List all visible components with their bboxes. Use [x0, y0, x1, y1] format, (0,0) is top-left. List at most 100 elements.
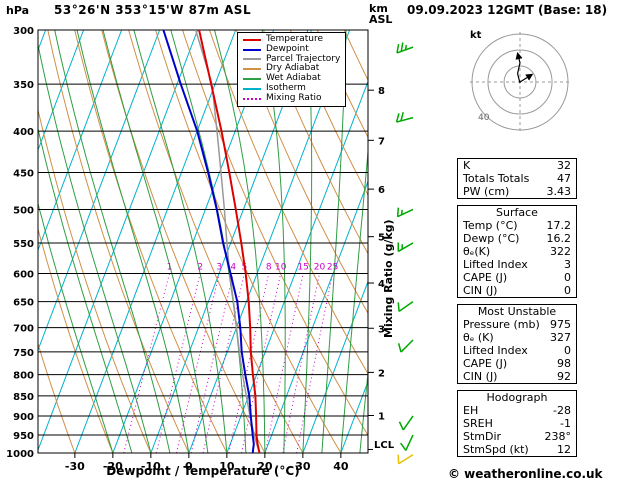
- station-title: 53°26'N 353°15'W 87m ASL: [54, 3, 252, 17]
- km-tick-label: 6: [378, 185, 385, 196]
- stat-row: K 32: [458, 159, 576, 172]
- hodograph-ring: [503, 65, 537, 99]
- mixing-ratio-value-label: 8: [266, 263, 272, 273]
- axes: 3003504004505005506006507007508008509009…: [6, 26, 385, 473]
- hodograph-ring: [471, 33, 569, 131]
- legend-swatch: [243, 38, 261, 41]
- legend-label: Mixing Ratio: [266, 92, 322, 103]
- mixing-ratio-axis-label: Mixing Ratio (g/kg): [382, 219, 395, 338]
- mixing-ratio-value-label: 15: [297, 263, 308, 273]
- mixing-ratio-line: [296, 273, 334, 453]
- mixing-ratio-value-label: 1: [167, 263, 173, 273]
- pressure-tick-label: 1000: [6, 449, 34, 460]
- wind-barb: [396, 42, 414, 54]
- pressure-unit-label: hPa: [6, 4, 30, 17]
- stat-label: Totals Totals: [463, 172, 530, 185]
- stat-value: 32: [557, 159, 571, 172]
- legend-swatch: [243, 78, 261, 81]
- mixing-ratio-value-label: 4: [230, 263, 236, 273]
- legend-label: Wet Adiabat: [266, 73, 321, 84]
- km-tick-label: 5: [378, 233, 385, 244]
- x-tick-label: 20: [257, 460, 273, 473]
- pressure-tick-label: 750: [13, 348, 34, 359]
- x-tick-label: 0: [185, 460, 193, 473]
- legend-item: Dry Adiabat: [243, 64, 340, 74]
- pressure-tick-label: 450: [13, 168, 34, 179]
- wind-barb: [396, 207, 414, 218]
- pressure-tick-label: 600: [13, 270, 34, 281]
- legend-swatch: [243, 58, 261, 61]
- stat-label: StmSpd (kt): [463, 443, 529, 456]
- wind-barb: [397, 339, 414, 353]
- legend-item: Dewpoint: [243, 44, 340, 55]
- hodograph-unit-label: kt: [470, 30, 482, 41]
- stat-value: 47: [557, 172, 571, 185]
- mixing-ratio-value-label: 2: [197, 263, 203, 273]
- stat-label: Lifted Index: [463, 344, 528, 357]
- wind-barb: [397, 301, 414, 313]
- info-table-section: Surface Temp (°C) 17.2 Dewp (°C) 16.2 θₑ(K) 32…: [457, 205, 577, 298]
- stat-label: SREH: [463, 417, 493, 430]
- legend-swatch: [243, 87, 261, 90]
- stat-label: Temp (°C): [463, 219, 518, 232]
- legend-item: Mixing Ratio: [243, 92, 340, 104]
- isotherm-line: [0, 30, 8, 453]
- legend-label: Dry Adiabat: [266, 63, 320, 74]
- stat-row: θₑ(K) 322: [458, 245, 576, 258]
- section-header: Surface: [496, 206, 538, 219]
- lcl-label: LCL: [374, 440, 395, 451]
- stat-row: CIN (J) 0: [458, 284, 576, 297]
- stat-row: EH -28: [458, 404, 576, 417]
- pressure-tick-label: 500: [13, 205, 34, 216]
- wind-barb: [395, 111, 414, 123]
- isotherm-line: [38, 30, 85, 152]
- sounding-curves: [162, 30, 261, 453]
- info-table-section: Hodograph EH -28 SREH -1 StmDir 238° StmSpd (kt…: [457, 390, 577, 457]
- stat-label: PW (cm): [463, 185, 510, 198]
- storm-motion-vector: [519, 73, 534, 83]
- stat-row: StmDir 238°: [458, 430, 576, 443]
- stat-label: CIN (J): [463, 370, 498, 383]
- hodograph-ring-label: 40: [478, 113, 490, 123]
- pressure-tick-label: 950: [13, 431, 34, 442]
- km-tick-label: 7: [378, 136, 385, 147]
- stat-value: 3: [564, 258, 571, 271]
- x-tick-label: 40: [333, 460, 349, 473]
- info-table-section: Most Unstable Pressure (mb) 975 θₑ (K) 327 Li…: [457, 304, 577, 384]
- stat-value: -28: [553, 404, 571, 417]
- hodograph-ring: [487, 49, 553, 115]
- stat-label: CIN (J): [463, 284, 498, 297]
- stat-row: PW (cm) 3.43: [458, 185, 576, 198]
- stat-row: CAPE (J) 0: [458, 271, 576, 284]
- dry-adiabat-line: [289, 30, 368, 196]
- mixing-ratio-value-label: 10: [275, 263, 287, 273]
- km-tick-label: 1: [378, 412, 385, 423]
- pressure-tick-label: 900: [13, 412, 34, 423]
- wet-adiabat-line: [54, 30, 171, 453]
- legend-item: Temperature: [243, 34, 340, 45]
- stat-label: StmDir: [463, 430, 502, 443]
- plot-frame: [37, 29, 369, 454]
- stat-value: 0: [564, 284, 571, 297]
- pressure-tick-label: 700: [13, 324, 34, 335]
- altitude-unit-label: km ASL: [369, 3, 392, 25]
- x-tick-label: -10: [141, 460, 161, 473]
- hodograph-panel: kt 40: [470, 30, 570, 132]
- dry-adiabat-line: [262, 30, 368, 255]
- x-tick-label: 10: [219, 460, 235, 473]
- mixing-ratio-value-label: 3: [216, 263, 222, 273]
- stat-label: CAPE (J): [463, 271, 508, 284]
- legend: Temperature Dewpoint Parcel Trajectory Dry …: [237, 32, 347, 107]
- dry-adiabat-line: [38, 342, 76, 453]
- stat-value: 0: [564, 344, 571, 357]
- wind-barb: [397, 454, 414, 465]
- km-tick-label: 2: [378, 368, 385, 379]
- legend-label: Parcel Trajectory: [266, 53, 341, 64]
- stat-row: θₑ (K) 327: [458, 331, 576, 344]
- mixing-ratio-line: [282, 273, 320, 453]
- altitude-unit-km: km: [369, 2, 388, 15]
- mixing-ratio-line: [123, 273, 170, 453]
- legend-label: Isotherm: [266, 82, 306, 93]
- legend-swatch: [243, 97, 261, 100]
- stat-label: θₑ(K): [463, 245, 491, 258]
